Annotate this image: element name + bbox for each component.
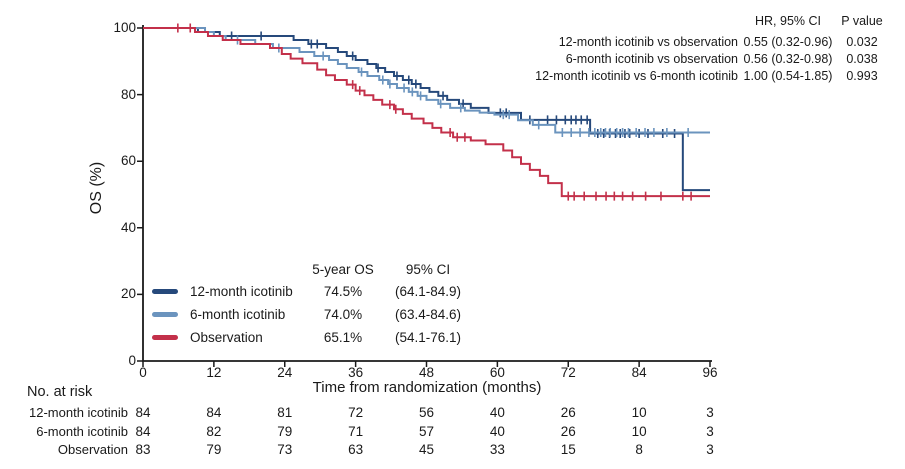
at-risk-count: 84 — [135, 405, 151, 420]
hr-row-value: 1.00 (0.54-1.85) — [743, 69, 833, 83]
at-risk-count: 79 — [206, 442, 222, 457]
at-risk-row-label: 12-month icotinib — [29, 405, 128, 420]
legend-line-6-month-icotinib — [152, 312, 178, 317]
at-risk-count: 72 — [348, 405, 364, 420]
at-risk-count: 56 — [418, 405, 435, 420]
at-risk-count: 84 — [135, 424, 151, 439]
y-axis-title: OS (%) — [88, 161, 105, 215]
x-tick-label: 24 — [277, 365, 293, 380]
at-risk-count: 82 — [206, 424, 222, 439]
legend-line-observation — [152, 335, 178, 340]
x-tick-label: 0 — [139, 365, 147, 380]
x-tick-label: 48 — [418, 365, 435, 380]
hr-row-label: 6-month icotinib vs observation — [565, 52, 738, 66]
y-tick-label: 20 — [120, 286, 136, 302]
summary-os-value: 65.1% — [323, 330, 363, 345]
hr-table-header-hr: HR, 95% CI — [755, 14, 821, 28]
at-risk-count: 10 — [631, 405, 647, 420]
at-risk-title: No. at risk — [27, 384, 93, 400]
x-tick-label: 60 — [489, 365, 505, 380]
at-risk-count: 45 — [418, 442, 435, 457]
hr-row-pvalue: 0.038 — [846, 52, 878, 66]
at-risk-count: 71 — [348, 424, 364, 439]
at-risk-count: 8 — [635, 442, 643, 457]
x-tick-label: 84 — [631, 365, 647, 380]
y-tick-label: 0 — [128, 353, 136, 368]
summary-os-value: 74.5% — [323, 284, 363, 299]
summary-header-os: 5-year OS — [312, 262, 374, 277]
axes — [137, 25, 712, 367]
at-risk-count: 73 — [277, 442, 293, 457]
y-tick-label: 100 — [113, 20, 136, 35]
hr-row-label: 12-month icotinib vs 6-month icotinib — [535, 69, 738, 83]
at-risk-count: 57 — [418, 424, 435, 439]
hr-table-header-p: P value — [841, 14, 883, 28]
summary-ci-value: (64.1-84.9) — [394, 284, 462, 299]
at-risk-count: 40 — [489, 405, 505, 420]
at-risk-count: 81 — [277, 405, 293, 420]
hr-row-pvalue: 0.993 — [846, 69, 878, 83]
legend-label: 12-month icotinib — [190, 284, 293, 299]
hr-row-label: 12-month icotinib vs observation — [558, 35, 738, 49]
hr-row-value: 0.55 (0.32-0.96) — [743, 35, 833, 49]
hr-row-pvalue: 0.032 — [846, 35, 878, 49]
y-tick-label: 80 — [120, 86, 136, 102]
summary-ci-value: (63.4-84.6) — [394, 307, 462, 322]
legend-line-12-month-icotinib — [152, 289, 178, 294]
x-tick-label: 12 — [206, 365, 222, 380]
legend-label: Observation — [190, 330, 263, 345]
at-risk-row-label: 6-month icotinib — [36, 424, 128, 439]
y-tick-label: 60 — [120, 153, 136, 169]
at-risk-count: 10 — [631, 424, 647, 439]
y-tick-label: 40 — [120, 219, 136, 235]
at-risk-count: 40 — [489, 424, 505, 439]
at-risk-count: 26 — [560, 405, 576, 420]
at-risk-count: 3 — [706, 442, 714, 457]
at-risk-count: 3 — [706, 424, 714, 439]
summary-header-ci: 95% CI — [405, 262, 451, 277]
at-risk-count: 83 — [135, 442, 151, 457]
x-axis-title: Time from randomization (months) — [312, 379, 542, 396]
at-risk-row-label: Observation — [57, 442, 128, 457]
series-observation — [143, 23, 710, 201]
censor-marks-observation — [177, 23, 692, 201]
x-tick-label: 72 — [560, 365, 576, 380]
x-tick-label: 96 — [702, 365, 718, 380]
x-tick-label: 36 — [348, 365, 364, 380]
legend-label: 6-month icotinib — [190, 307, 286, 322]
at-risk-count: 33 — [489, 442, 505, 457]
at-risk-count: 63 — [348, 442, 364, 457]
km-curve-observation — [143, 27, 710, 198]
summary-ci-value: (54.1-76.1) — [394, 330, 462, 345]
at-risk-count: 84 — [206, 405, 222, 420]
at-risk-count: 3 — [706, 405, 714, 420]
summary-os-value: 74.0% — [323, 307, 363, 322]
at-risk-count: 79 — [277, 424, 293, 439]
at-risk-count: 26 — [560, 424, 576, 439]
hr-row-value: 0.56 (0.32-0.98) — [743, 52, 833, 66]
at-risk-count: 15 — [560, 442, 576, 457]
axis-ticks — [137, 27, 711, 367]
